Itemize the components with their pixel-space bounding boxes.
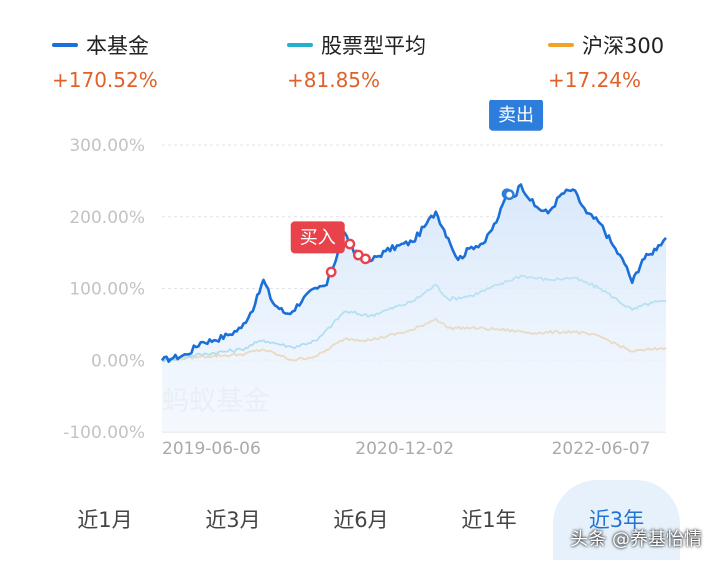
series-area-fund [162, 184, 666, 432]
legend-item-csi300[interactable]: 沪深300 +17.24% [548, 30, 664, 92]
tab-1-year[interactable]: 近1年 [461, 508, 517, 532]
trade-label: 卖出 [498, 105, 534, 126]
x-tick-label: 2020-12-02 [355, 439, 454, 459]
tab-1-month[interactable]: 近1月 [77, 508, 133, 532]
legend-value-csi300: +17.24% [548, 68, 642, 92]
trade-marker [503, 189, 515, 201]
legend-item-fund[interactable]: 本基金 +170.52% [52, 30, 158, 92]
performance-line-chart: 300.00% 200.00% 100.00% 0.00% -100.00% 2019-0… [63, 100, 667, 459]
legend-value-fund: +170.52% [52, 68, 158, 92]
trade-marker [360, 253, 371, 265]
legend-swatch-stock-average [287, 43, 313, 47]
y-tick-label: -100.00% [63, 423, 145, 443]
y-tick-label: 0.00% [91, 351, 145, 371]
trade-label-box [489, 100, 544, 131]
legend-swatch-csi300 [548, 43, 574, 47]
tab-6-months[interactable]: 近6月 [333, 508, 389, 532]
trade-marker [344, 238, 356, 250]
y-tick-label: 200.00% [69, 208, 145, 228]
y-tick-label: 100.00% [69, 280, 145, 300]
trade-marker [325, 266, 337, 278]
x-tick-label: 2019-06-06 [162, 439, 261, 459]
source-watermark: 头条 @养基怡情 [570, 529, 702, 550]
legend-swatch-fund [52, 43, 78, 47]
series-line-0 [160, 183, 667, 363]
legend-item-stock-average[interactable]: 股票型平均 +81.85% [287, 30, 426, 92]
legend-name-csi300: 沪深300 [582, 34, 665, 58]
tab-3-months[interactable]: 近3月 [205, 508, 261, 532]
x-tick-label: 2022-06-07 [552, 439, 651, 459]
period-selector: 近1月 近3月 近6月 近1年 近3年 [0, 480, 720, 565]
legend-name-fund: 本基金 [86, 34, 149, 58]
chart-legend: 本基金 +170.52% 股票型平均 +81.85% 沪深300 +17.24% [0, 30, 720, 100]
tab-3-years[interactable]: 近3年 [553, 480, 680, 560]
trade-label: 买入 [300, 227, 336, 248]
legend-name-stock-average: 股票型平均 [321, 34, 426, 58]
trade-label-box [290, 221, 345, 254]
legend-value-stock-average: +81.85% [287, 68, 381, 92]
y-tick-label: 300.00% [69, 136, 145, 156]
